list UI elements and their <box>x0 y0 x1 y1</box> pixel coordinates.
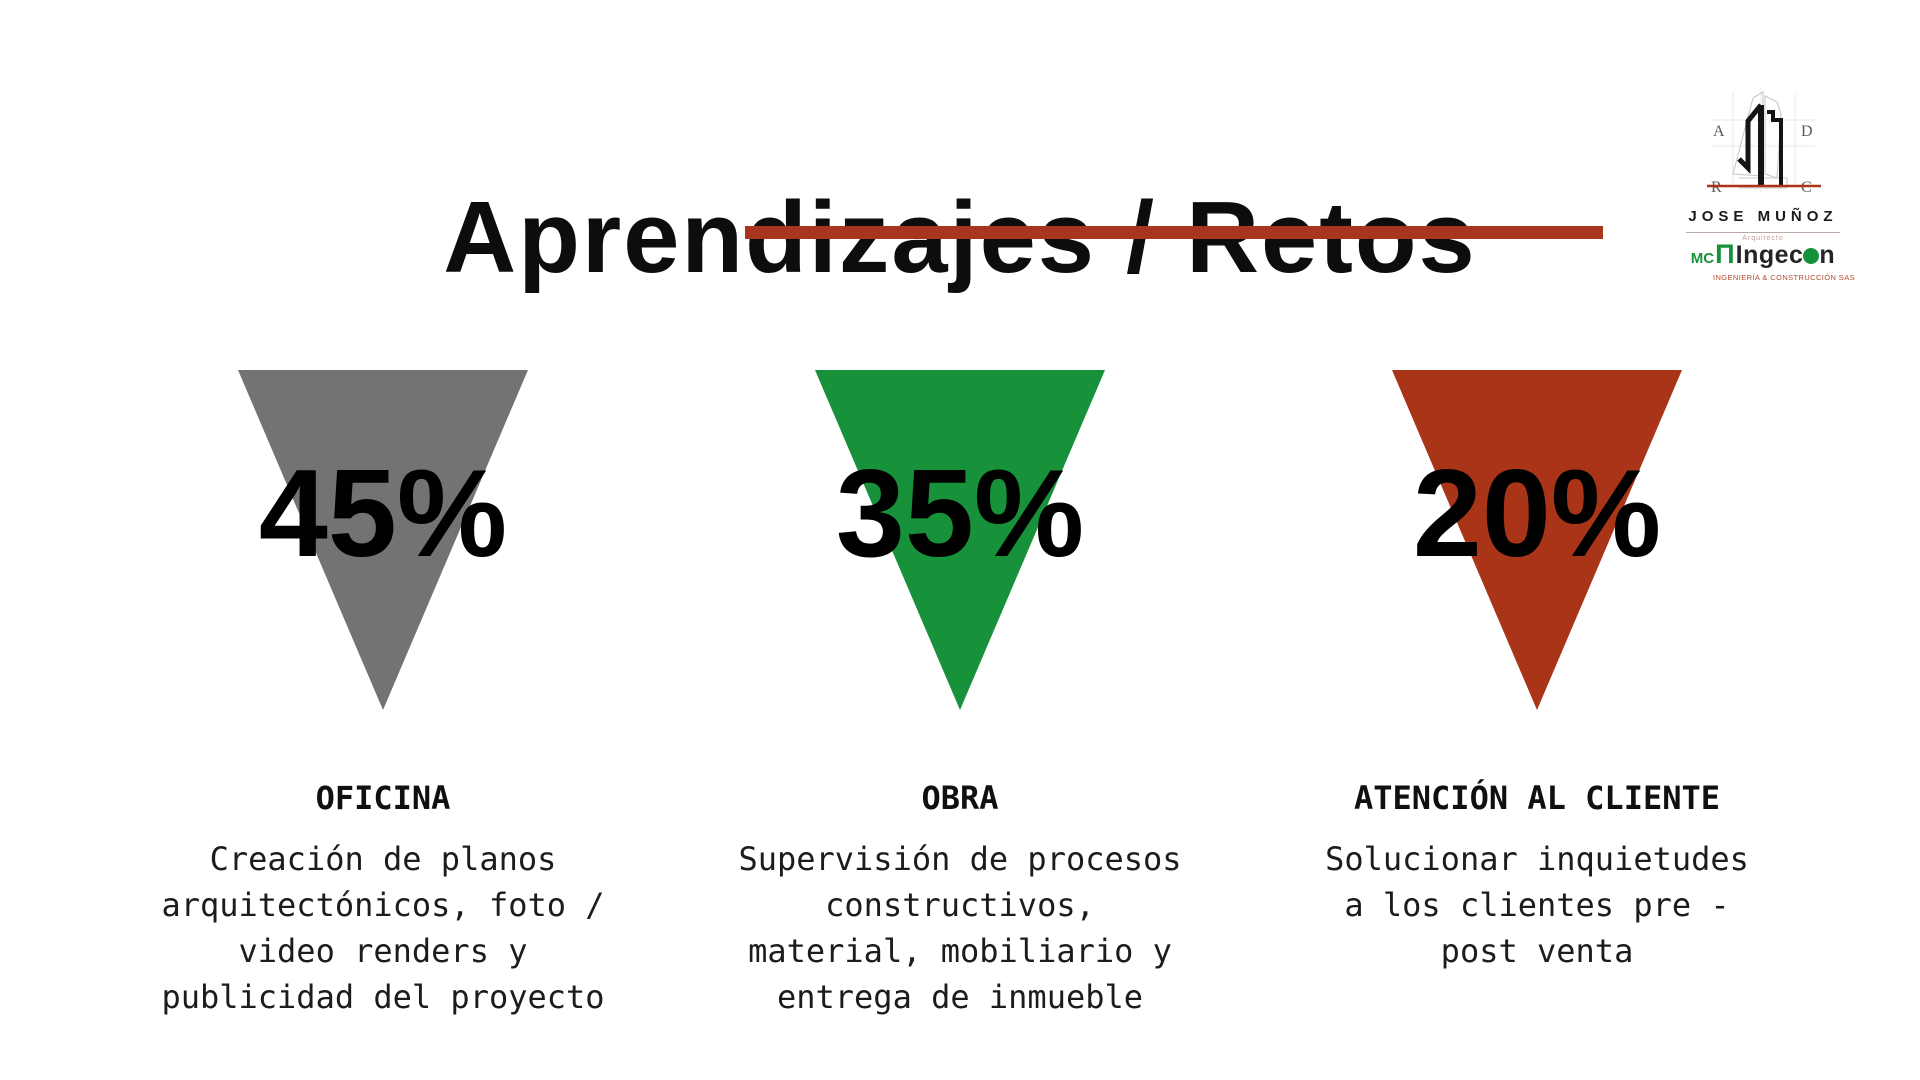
company-name-start: Ingec <box>1735 241 1804 269</box>
company-symbol-icon: Π <box>1715 239 1735 269</box>
architect-role: Arquitecto <box>1737 235 1789 242</box>
category-label-obra: OBRA <box>921 779 999 817</box>
company-name-end: n <box>1819 241 1836 269</box>
column-oficina: 45% OFICINA Creación de planos arquitect… <box>143 370 623 1070</box>
description-line: arquitectónicos, foto / <box>161 886 605 924</box>
description-line: video renders y <box>238 932 528 970</box>
brand-logo: A D R C JOSE MUÑOZ Arquitecto MCΠIngec o n… <box>1668 80 1858 282</box>
corner-letter-c: C <box>1801 179 1812 196</box>
description-line: Creación de planos <box>209 840 557 878</box>
category-description-oficina: Creación de planos arquitectónicos, foto… <box>143 836 623 1020</box>
category-label-oficina: OFICINA <box>315 779 451 817</box>
category-description-atencion: Solucionar inquietudes a los clientes pr… <box>1297 836 1777 974</box>
category-label-atencion: ATENCIÓN AL CLIENTE <box>1353 779 1721 817</box>
description-line: entrega de inmueble <box>776 978 1144 1016</box>
description-line: Solucionar inquietudes <box>1325 840 1749 878</box>
company-prefix: MC <box>1690 250 1715 267</box>
percent-value-oficina: 45% <box>258 445 508 583</box>
description-line: a los clientes pre - <box>1344 886 1730 924</box>
percent-value-atencion: 20% <box>1412 445 1662 583</box>
corner-letter-d: D <box>1801 123 1813 140</box>
column-atencion-al-cliente: 20% ATENCIÓN AL CLIENTE Solucionar inqui… <box>1297 370 1777 1070</box>
architect-name: JOSE MUÑOZ <box>1688 208 1838 225</box>
company-name-o-icon: o <box>1803 248 1820 264</box>
company-tagline: INGENIERÍA & CONSTRUCCIÓN SAS <box>1712 273 1856 282</box>
architect-divider: Arquitecto <box>1686 232 1840 242</box>
corner-letter-r: R <box>1711 179 1722 196</box>
column-obra: 35% OBRA Supervisión de procesos constru… <box>720 370 1200 1070</box>
description-line: post venta <box>1440 932 1634 970</box>
description-line: constructivos, <box>825 886 1095 924</box>
description-line: publicidad del proyecto <box>161 978 605 1016</box>
description-line: material, mobiliario y <box>748 932 1172 970</box>
title-underline <box>745 226 1603 239</box>
percent-value-obra: 35% <box>835 445 1085 583</box>
description-line: Supervisión de procesos <box>738 840 1182 878</box>
architecture-monogram-icon: A D R C <box>1707 88 1821 196</box>
category-description-obra: Supervisión de procesos constructivos, m… <box>720 836 1200 1020</box>
corner-letter-a: A <box>1713 123 1725 140</box>
company-logo: MCΠIngec o n <box>1668 241 1858 272</box>
